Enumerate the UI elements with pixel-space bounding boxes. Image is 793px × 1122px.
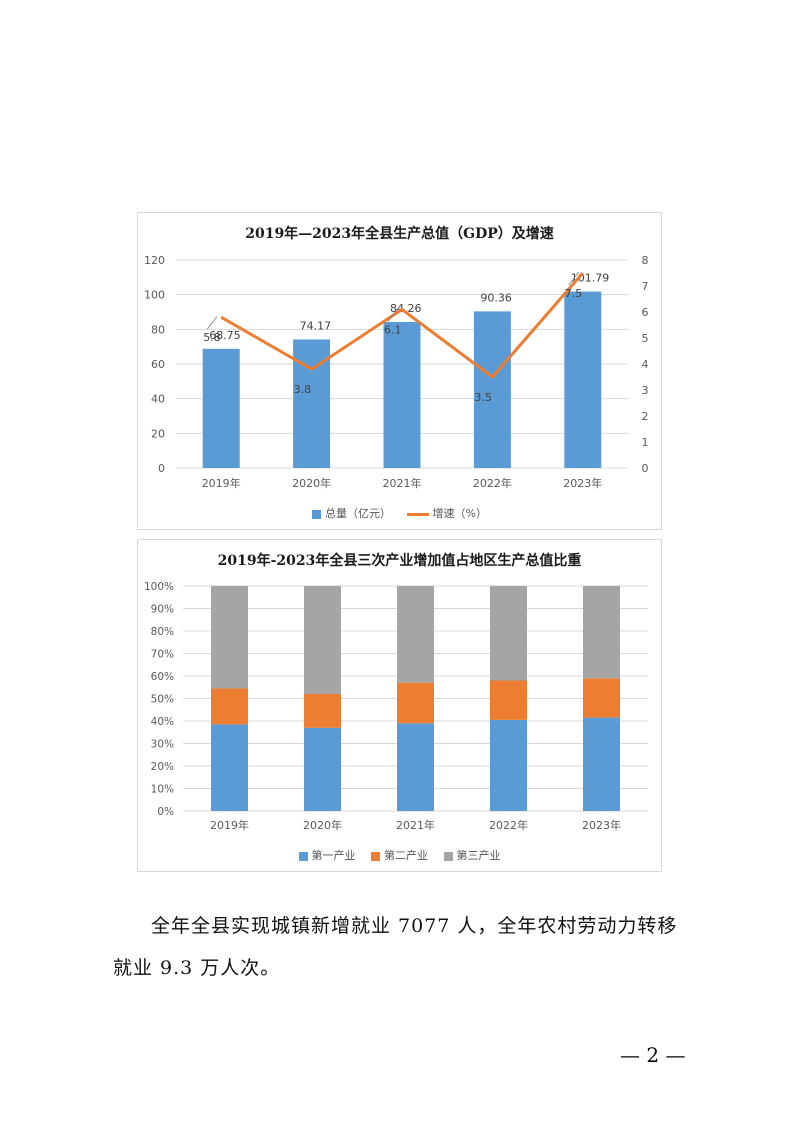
bar: [202, 348, 240, 468]
industry-share-plot: 0% 10% 20% 30% 40% 50% 60% 70% 80% 90% 100% 2019年 20…: [144, 581, 648, 832]
y-tick-label: 20%: [151, 761, 174, 773]
legend-label: 增速（%）: [432, 507, 487, 520]
stacked-bar-segment: [583, 678, 620, 718]
stacked-bar-segment: [397, 682, 434, 724]
bar-data-label: 74.17: [300, 319, 332, 332]
y2-tick-label: 6: [642, 306, 649, 319]
stacked-bar-segment: [490, 680, 527, 720]
bar: [473, 311, 511, 468]
y-tick-label: 80%: [151, 626, 174, 638]
stacked-bar-segment: [490, 719, 527, 811]
legend-item-primary: 第一产业: [298, 847, 356, 863]
x-tick-label: 2023年: [563, 476, 602, 490]
y2-tick-label: 1: [642, 436, 649, 449]
y-tick-label: 10%: [151, 784, 174, 796]
x-tick-label: 2020年: [303, 818, 342, 832]
y2-tick-label: 3: [642, 384, 649, 397]
y-tick-label: 120: [144, 254, 165, 267]
line-data-label: 5.8: [203, 331, 221, 344]
y-tick-label: 50%: [151, 694, 174, 706]
x-tick-label: 2022年: [489, 818, 528, 832]
line-data-label: 3.8: [294, 383, 312, 396]
legend-item-tertiary: 第三产业: [443, 847, 501, 863]
y2-tick-label: 7: [642, 280, 649, 293]
stacked-bar-segment: [211, 586, 248, 689]
stacked-bar-segment: [304, 586, 341, 694]
stacked-bar-segment: [583, 717, 620, 811]
legend-item-line: 增速（%）: [406, 505, 487, 521]
leader-line: [387, 308, 399, 322]
growth-line: [220, 272, 584, 379]
x-tick-label: 2021年: [396, 818, 435, 832]
stacked-bar-segment: [583, 586, 620, 679]
y-tick-label: 90%: [151, 604, 174, 616]
y-tick-label: 0: [158, 462, 165, 475]
chart-legend: 第一产业 第二产业 第三产业: [138, 847, 661, 863]
x-tick-label: 2021年: [383, 476, 422, 490]
line-data-label: 6.1: [384, 323, 402, 336]
y-tick-label: 100%: [144, 581, 174, 593]
stacked-bar-segment: [397, 723, 434, 811]
stacked-bar-segment: [397, 586, 434, 683]
bar: [564, 291, 602, 468]
x-tick-label: 2019年: [202, 476, 241, 490]
x-tick-label: 2022年: [473, 476, 512, 490]
gdp-chart: 2019年—2023年全县生产总值（GDP）及增速 0 20 40 60 80 100 12…: [137, 212, 662, 530]
page-number: — 2 —: [620, 1043, 686, 1067]
industry-share-chart: 2019年-2023年全县三次产业增加值占地区生产总值比重 0% 10% 20% 30…: [137, 539, 662, 872]
bar-data-label: 68.75: [209, 329, 241, 342]
x-tick-label: 2020年: [292, 476, 331, 490]
y-tick-label: 0%: [157, 806, 174, 818]
y-tick-label: 60: [151, 358, 165, 371]
y-tick-label: 40: [151, 393, 165, 406]
legend-label: 第三产业: [456, 849, 501, 862]
bar: [293, 339, 331, 468]
y-tick-label: 70%: [151, 649, 174, 661]
y-tick-label: 40%: [151, 716, 174, 728]
body-paragraph: 全年全县实现城镇新增就业 7077 人，全年农村劳动力转移就业 9.3 万人次。: [113, 915, 678, 979]
stacked-bar-segment: [304, 694, 341, 728]
x-tick-label: 2023年: [582, 818, 621, 832]
legend-label: 第一产业: [311, 849, 356, 862]
y2-tick-label: 4: [642, 358, 649, 371]
y2-tick-label: 0: [642, 462, 649, 475]
y2-tick-label: 5: [642, 332, 649, 345]
chart-legend: 总量（亿元） 增速（%）: [138, 505, 661, 521]
y2-tick-label: 8: [642, 254, 649, 267]
line-data-label: 7.5: [565, 287, 583, 300]
y-tick-label: 80: [151, 323, 165, 336]
legend-item-bar: 总量（亿元）: [312, 505, 391, 521]
stacked-bar-segment: [490, 586, 527, 681]
bar: [383, 321, 421, 468]
y-tick-label: 20: [151, 427, 165, 440]
legend-label: 总量（亿元）: [325, 507, 392, 520]
chart-title: 2019年—2023年全县生产总值（GDP）及增速: [245, 226, 554, 242]
gdp-chart-plot: 0 20 40 60 80 100 120 0 1 2 3 4 5 6 7 8 68.75 2019年 74.17 2…: [144, 254, 649, 490]
y-tick-label: 30%: [151, 739, 174, 751]
y-tick-label: 60%: [151, 671, 174, 683]
chart-title: 2019年-2023年全县三次产业增加值占地区生产总值比重: [217, 553, 582, 569]
legend-item-secondary: 第二产业: [371, 847, 428, 863]
line-data-label: 3.5: [474, 391, 492, 404]
stacked-bar-segment: [211, 724, 248, 811]
stacked-bar-segment: [211, 688, 248, 725]
y-tick-label: 100: [144, 289, 165, 302]
leader-line: [568, 271, 580, 286]
y2-tick-label: 2: [642, 410, 649, 423]
legend-label: 第二产业: [384, 849, 428, 862]
leader-line: [206, 315, 218, 330]
bar-data-label: 90.36: [480, 291, 512, 304]
stacked-bar-segment: [304, 727, 341, 811]
x-tick-label: 2019年: [210, 818, 249, 832]
